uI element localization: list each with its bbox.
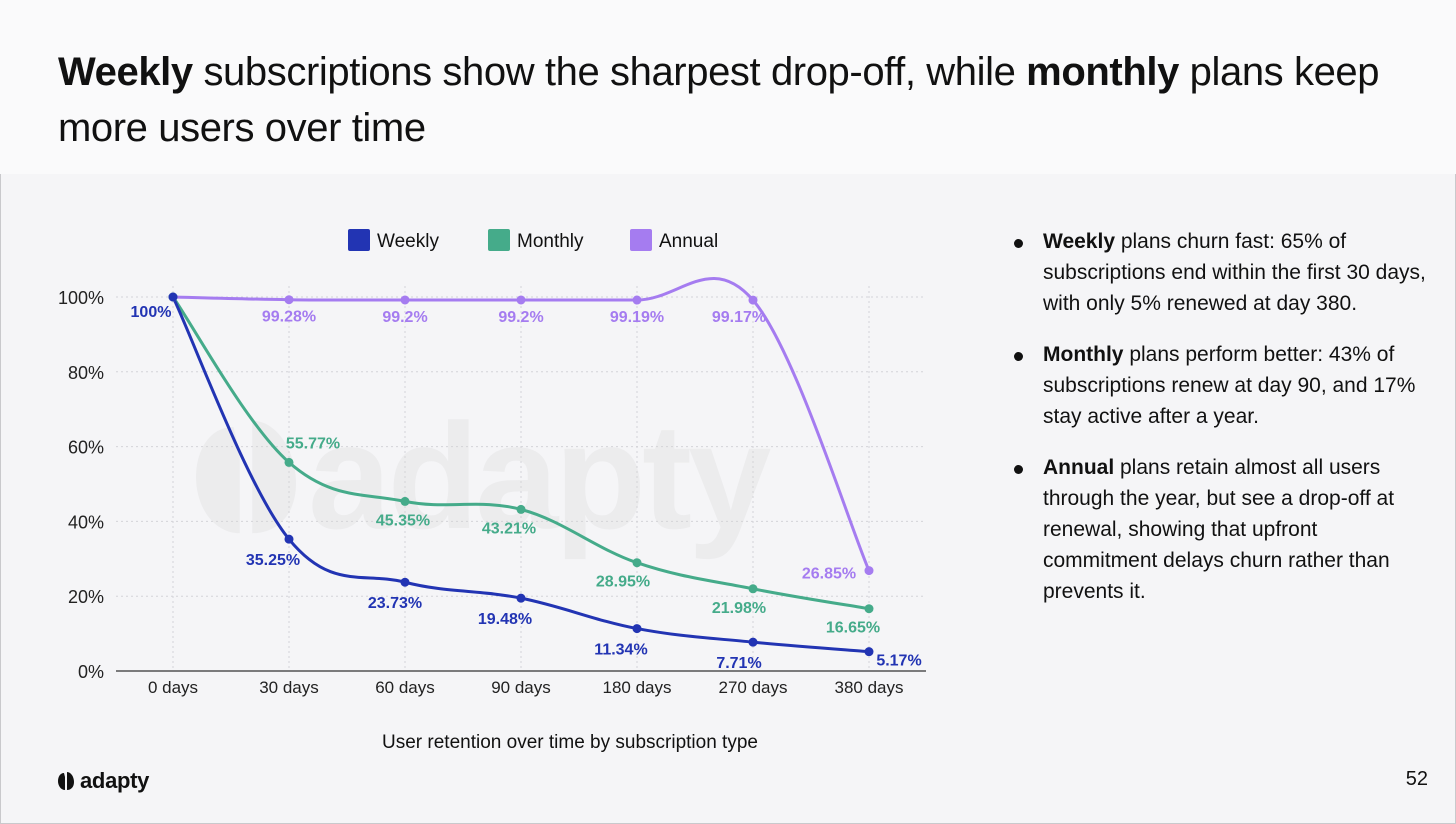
data-point-annual xyxy=(864,566,874,576)
y-tick-label: 80% xyxy=(68,363,104,383)
data-point-weekly xyxy=(168,292,178,302)
insight-monthly: Monthly plans perform better: 43% of sub… xyxy=(1012,339,1432,432)
data-label-monthly: 45.35% xyxy=(376,512,430,529)
insight-monthly-bold: Monthly xyxy=(1043,343,1124,366)
legend-label-weekly: Weekly xyxy=(377,231,439,252)
bullet-dot-icon xyxy=(1014,465,1023,474)
legend-label-annual: Annual xyxy=(659,231,718,252)
legend-swatch-monthly xyxy=(488,229,510,251)
slide-title: Weekly subscriptions show the sharpest d… xyxy=(58,44,1418,156)
data-point-weekly xyxy=(864,647,874,657)
legend-swatch-annual xyxy=(630,229,652,251)
title-part-1: Weekly xyxy=(58,50,193,94)
data-label-weekly: 23.73% xyxy=(368,595,422,612)
data-label-annual: 99.2% xyxy=(382,309,427,326)
data-label-weekly: 5.17% xyxy=(876,653,921,670)
insight-weekly-bold: Weekly xyxy=(1043,230,1115,253)
x-tick-label: 180 days xyxy=(603,678,672,697)
bullet-dot-icon xyxy=(1014,239,1023,248)
data-label-weekly: 19.48% xyxy=(478,611,532,628)
x-tick-label: 380 days xyxy=(835,678,904,697)
data-point-annual xyxy=(516,295,526,305)
data-point-annual xyxy=(284,295,294,305)
footer-logo: adapty xyxy=(58,768,149,794)
data-point-weekly xyxy=(284,534,294,544)
y-tick-label: 60% xyxy=(68,438,104,458)
x-tick-label: 60 days xyxy=(375,678,435,697)
y-tick-label: 100% xyxy=(58,288,104,308)
logo-text: adapty xyxy=(80,768,150,793)
data-label-annual: 99.19% xyxy=(610,309,664,326)
data-point-annual xyxy=(632,295,642,305)
data-label-weekly: 11.34% xyxy=(594,642,647,659)
insight-annual-text: plans retain almost all users through th… xyxy=(1043,456,1395,603)
insight-monthly-text: plans perform better: 43% of subscriptio… xyxy=(1043,343,1416,428)
data-label-weekly: 100% xyxy=(131,304,172,321)
x-tick-label: 30 days xyxy=(259,678,319,697)
insight-weekly: Weekly plans churn fast: 65% of subscrip… xyxy=(1012,226,1432,319)
series-line-annual xyxy=(171,277,871,573)
legend-swatch-weekly xyxy=(348,229,370,251)
data-point-annual xyxy=(400,295,410,305)
data-point-monthly xyxy=(516,504,526,514)
chart-caption: User retention over time by subscription… xyxy=(382,732,758,753)
x-tick-label: 270 days xyxy=(719,678,788,697)
legend-label-monthly: Monthly xyxy=(517,231,584,252)
insight-weekly-text: plans churn fast: 65% of subscriptions e… xyxy=(1043,230,1426,315)
data-point-weekly xyxy=(400,577,410,587)
data-label-annual: 99.2% xyxy=(498,309,543,326)
data-label-monthly: 28.95% xyxy=(596,574,650,591)
data-label-annual: 99.17% xyxy=(712,309,766,326)
insights-list: Weekly plans churn fast: 65% of subscrip… xyxy=(1012,226,1432,627)
data-point-weekly xyxy=(632,624,642,634)
x-tick-label: 0 days xyxy=(148,678,198,697)
y-tick-label: 0% xyxy=(78,662,104,682)
data-point-weekly xyxy=(516,593,526,603)
data-label-monthly: 43.21% xyxy=(482,520,536,537)
page-number: 52 xyxy=(1405,768,1428,790)
data-point-monthly xyxy=(284,457,294,467)
chart-area: 0% 20% 40% 60% 80% 100% 0 days 30 days 60 days 90… xyxy=(0,174,960,774)
data-point-annual xyxy=(748,295,758,305)
data-label-annual: 99.28% xyxy=(262,309,316,326)
data-label-monthly: 21.98% xyxy=(712,600,766,617)
title-part-4: plans keep more users over time xyxy=(58,50,1380,150)
data-label-weekly: 35.25% xyxy=(246,552,300,569)
title-part-2: subscriptions show the sharpest drop-off… xyxy=(192,50,1027,94)
y-tick-label: 40% xyxy=(68,512,104,532)
insight-annual-bold: Annual xyxy=(1043,456,1115,479)
y-tick-label: 20% xyxy=(68,587,104,607)
data-point-weekly xyxy=(748,637,758,647)
data-label-monthly: 55.77% xyxy=(286,435,340,452)
retention-line-chart: 0% 20% 40% 60% 80% 100% 0 days 30 days 60 days 90… xyxy=(58,229,926,697)
insight-annual: Annual plans retain almost all users thr… xyxy=(1012,452,1432,607)
data-label-monthly: 16.65% xyxy=(826,620,880,637)
data-label-annual: 26.85% xyxy=(802,566,856,583)
slide-header: Weekly subscriptions show the sharpest d… xyxy=(0,0,1456,174)
data-point-monthly xyxy=(864,604,874,614)
adapty-logo-icon xyxy=(58,772,74,790)
data-point-monthly xyxy=(632,558,642,568)
data-point-monthly xyxy=(400,496,410,506)
title-part-3: monthly xyxy=(1026,50,1179,94)
bullet-dot-icon xyxy=(1014,352,1023,361)
data-point-monthly xyxy=(748,584,758,594)
x-tick-label: 90 days xyxy=(491,678,551,697)
data-label-weekly: 7.71% xyxy=(716,655,761,672)
